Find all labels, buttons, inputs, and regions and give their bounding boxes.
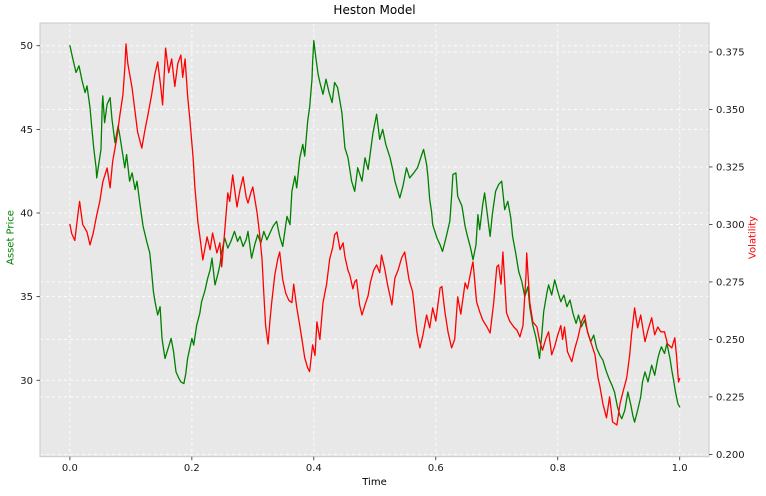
volatility-line [69,43,681,426]
asset-price-line [69,40,681,423]
x-tick-label: 0.2 [184,463,200,474]
right-y-tick-label: 0.300 [716,220,745,231]
right-y-tick-label: 0.275 [716,277,745,288]
plot-area [40,23,709,457]
right-y-tick-label: 0.200 [716,450,745,461]
left-y-tick-label: 35 [20,292,33,303]
left-y-tick-label: 40 [20,209,33,220]
plot-border [39,22,710,458]
x-tick-label: 0.4 [306,463,322,474]
left-axis-label: Asset Price [5,210,17,265]
left-y-tick-label: 30 [20,376,33,387]
right-y-tick-label: 0.350 [716,105,745,116]
x-tick-label: 0.6 [428,463,444,474]
right-y-tick-label: 0.375 [716,47,745,58]
x-tick-label: 1.0 [672,463,688,474]
x-axis-label: Time [362,477,387,488]
left-y-tick-label: 50 [20,41,33,52]
x-tick-label: 0.0 [62,463,78,474]
left-y-tick-label: 45 [20,125,33,136]
x-tick-label: 0.8 [550,463,566,474]
chart-title: Heston Model [333,3,416,17]
right-axis-label: Volatility [747,215,759,260]
right-y-tick-label: 0.250 [716,335,745,346]
right-y-tick-label: 0.325 [716,162,745,173]
right-y-tick-label: 0.225 [716,392,745,403]
